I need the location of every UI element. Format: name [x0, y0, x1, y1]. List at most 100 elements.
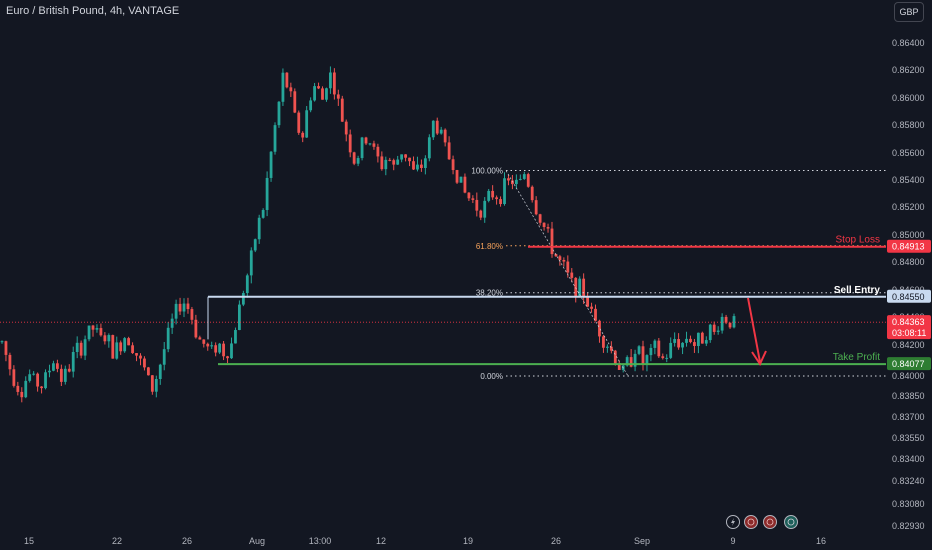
candle-body: [297, 112, 301, 133]
candle-body: [119, 342, 123, 352]
currency-button[interactable]: GBP: [894, 2, 924, 22]
candle-body: [708, 324, 712, 341]
y-tick-label: 0.82930: [892, 521, 925, 531]
candle-body: [281, 72, 285, 102]
candle-body: [534, 200, 538, 215]
candle-body: [732, 316, 736, 328]
price-axis: 0.86400 0.86200 0.86000 0.85800 0.85600 0.854…: [887, 38, 931, 531]
x-tick-label: 16: [816, 536, 826, 546]
x-tick-label: 26: [551, 536, 561, 546]
candle-body: [550, 228, 554, 255]
candle-body: [210, 345, 214, 347]
candle-body: [253, 239, 257, 251]
candle-body: [420, 164, 423, 168]
candle-body: [479, 210, 483, 218]
candle-body: [135, 353, 138, 356]
svg-text:0.84077: 0.84077: [892, 359, 925, 369]
x-tick-label: 12: [376, 536, 386, 546]
y-tick-label: 0.85400: [892, 175, 925, 185]
candle-body: [178, 303, 182, 312]
event-flag-icon[interactable]: [744, 515, 758, 529]
y-tick-label: 0.86000: [892, 93, 925, 103]
y-tick-label: 0.83850: [892, 391, 925, 401]
candle-body: [546, 227, 550, 229]
candle-body: [71, 352, 75, 372]
candle-body: [582, 278, 586, 297]
candle-body: [558, 256, 562, 260]
candle-body: [605, 346, 609, 348]
candle-body: [325, 88, 328, 100]
candle-body: [431, 120, 435, 138]
candle-body: [609, 346, 613, 351]
y-tick-label: 0.85800: [892, 120, 925, 130]
candle-body: [67, 368, 71, 372]
candle-body: [59, 368, 63, 382]
stop-loss-label: Stop Loss: [836, 235, 880, 246]
candle-body: [241, 293, 245, 305]
candle-body: [439, 129, 443, 134]
candle-body: [226, 356, 229, 359]
candle-body: [170, 318, 174, 328]
candle-body: [40, 386, 43, 389]
candle-body: [673, 339, 677, 343]
candle-body: [368, 143, 372, 145]
candle-body: [483, 200, 487, 218]
candle-body: [289, 87, 293, 92]
candle-body: [380, 156, 384, 170]
y-tick-label: 0.83550: [892, 433, 925, 443]
candle-body: [8, 354, 12, 370]
candle-body: [578, 278, 582, 298]
candle-body: [613, 350, 617, 365]
candle-body: [127, 338, 131, 346]
candle-body: [222, 343, 225, 357]
candle-body: [107, 335, 111, 342]
candle-body: [340, 98, 344, 122]
candle-body: [317, 86, 320, 89]
y-tick-label: 0.84000: [892, 371, 925, 381]
candle-body: [238, 304, 241, 331]
fib-level-label: 100.00%: [471, 167, 503, 176]
candle-body: [36, 373, 40, 387]
candle-body: [103, 335, 107, 342]
svg-text:03:08:11: 03:08:11: [892, 328, 926, 338]
candle-body: [625, 357, 629, 366]
candle-body: [530, 186, 534, 201]
candle-body: [720, 316, 724, 331]
candle-body: [52, 363, 55, 371]
x-tick-label: 19: [463, 536, 473, 546]
candle-body: [598, 320, 601, 337]
candle-body: [471, 198, 475, 200]
candle-body: [249, 250, 253, 276]
candle-body: [570, 272, 574, 278]
candle-body: [123, 338, 127, 352]
svg-text:0.84913: 0.84913: [892, 242, 925, 252]
svg-text:0.84363: 0.84363: [892, 317, 925, 327]
candle-body: [554, 254, 558, 257]
sell-entry-price-tag: 0.84550: [887, 289, 931, 303]
candle-body: [594, 308, 597, 321]
candle-body: [257, 217, 261, 240]
candle-body: [245, 275, 249, 294]
candle-body: [329, 72, 332, 89]
candle-body: [423, 158, 427, 168]
candle-body: [522, 174, 526, 179]
candle-body: [158, 364, 162, 380]
candle-body: [32, 373, 36, 375]
candle-body: [214, 345, 218, 353]
globe-icon[interactable]: [784, 515, 798, 529]
candle-body: [218, 343, 222, 353]
candle-body: [336, 94, 340, 99]
candle-body: [637, 346, 641, 354]
candle-body: [487, 190, 491, 201]
candle-body: [277, 101, 281, 126]
candle-body: [724, 316, 728, 323]
candle-body: [704, 340, 708, 344]
event-flag-icon[interactable]: [763, 515, 777, 529]
candle-body: [681, 342, 684, 348]
candle-body: [360, 137, 364, 159]
candle-body: [586, 296, 589, 307]
candle-body: [590, 306, 593, 309]
lightning-icon[interactable]: [726, 515, 740, 529]
candle-body: [665, 357, 669, 359]
